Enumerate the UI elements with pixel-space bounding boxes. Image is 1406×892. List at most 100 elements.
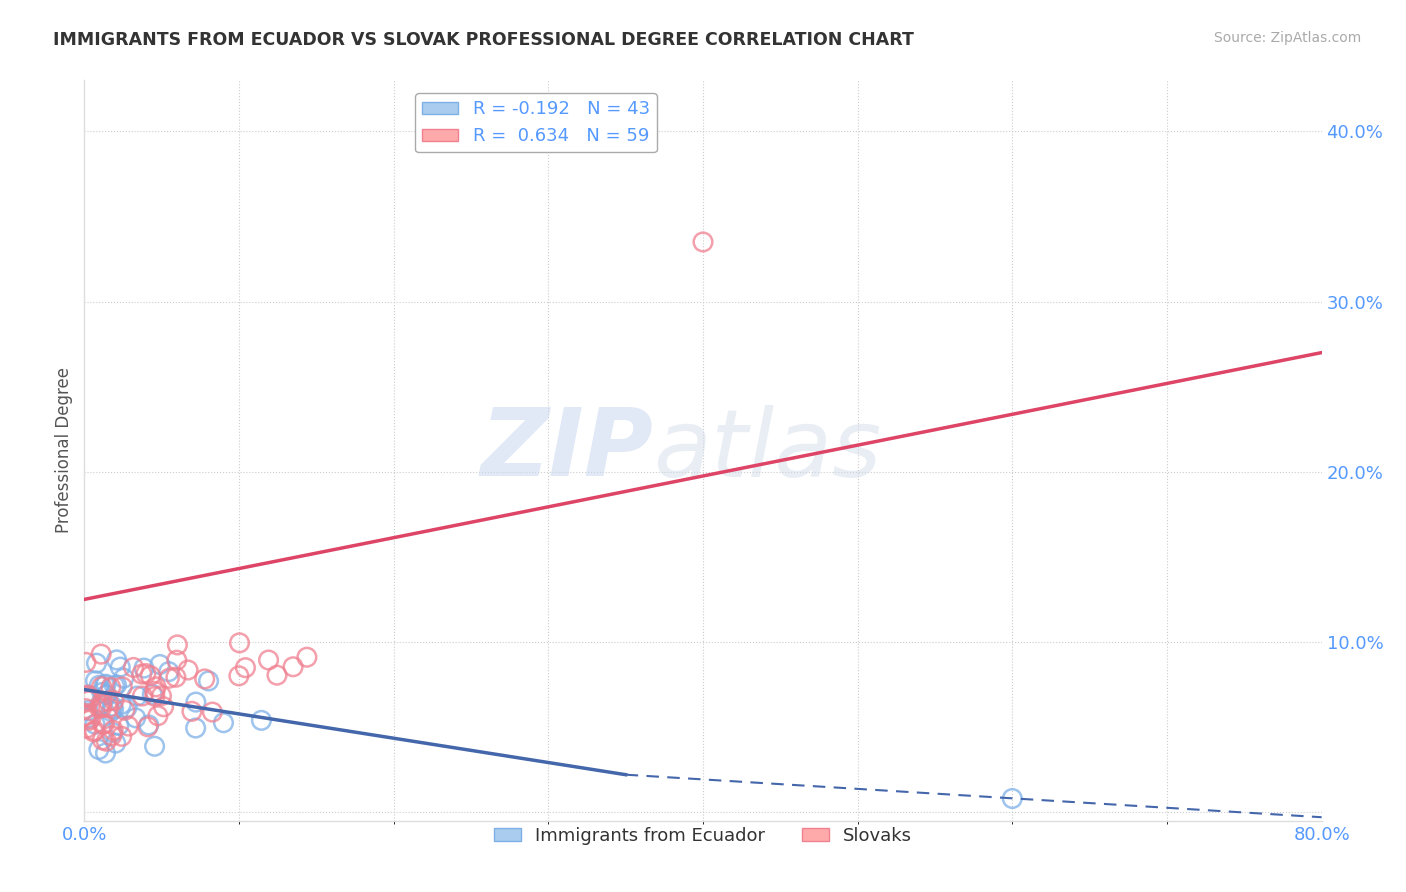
Point: [89, 678, 111, 692]
Point: [103, 679, 125, 693]
Point: [165, 670, 187, 684]
Point: [80, 690, 103, 705]
Point: [212, 715, 235, 730]
Point: [100, 681, 122, 695]
Point: [143, 690, 166, 704]
Point: [96, 688, 118, 702]
Point: [87, 742, 110, 756]
Point: [194, 672, 217, 686]
Point: [76, 690, 98, 704]
Point: [181, 704, 204, 718]
Text: atlas: atlas: [654, 405, 882, 496]
Point: [77, 694, 100, 708]
Point: [107, 718, 129, 732]
Point: [131, 667, 153, 681]
Point: [150, 689, 173, 703]
Point: [1001, 791, 1024, 805]
Point: [117, 719, 139, 733]
Point: [94, 746, 117, 760]
Point: [114, 703, 136, 717]
Point: [75, 721, 97, 735]
Point: [97, 694, 120, 708]
Point: [235, 661, 257, 675]
Point: [84, 673, 107, 688]
Point: [141, 687, 163, 701]
Point: [149, 657, 172, 672]
Point: [75, 709, 97, 723]
Point: [93, 678, 115, 692]
Point: [77, 704, 100, 718]
Point: [97, 701, 120, 715]
Point: [105, 678, 128, 692]
Point: [281, 660, 304, 674]
Point: [89, 701, 111, 715]
Point: [94, 677, 117, 691]
Point: [692, 235, 714, 249]
Point: [157, 671, 180, 685]
Point: [131, 689, 153, 703]
Point: [80, 712, 103, 726]
Point: [76, 711, 98, 725]
Point: [110, 698, 132, 712]
Point: [76, 688, 98, 702]
Point: [75, 656, 97, 670]
Point: [90, 647, 112, 661]
Point: [250, 714, 273, 728]
Point: [90, 695, 112, 709]
Point: [86, 656, 108, 670]
Point: [228, 636, 250, 650]
Point: [89, 698, 111, 712]
Point: [91, 732, 114, 747]
Point: [177, 663, 200, 677]
Text: Source: ZipAtlas.com: Source: ZipAtlas.com: [1213, 31, 1361, 45]
Text: IMMIGRANTS FROM ECUADOR VS SLOVAK PROFESSIONAL DEGREE CORRELATION CHART: IMMIGRANTS FROM ECUADOR VS SLOVAK PROFES…: [53, 31, 914, 49]
Point: [101, 725, 124, 739]
Point: [103, 693, 125, 707]
Point: [157, 665, 180, 679]
Y-axis label: Professional Degree: Professional Degree: [55, 368, 73, 533]
Point: [90, 700, 112, 714]
Point: [201, 705, 224, 719]
Point: [100, 705, 122, 719]
Point: [152, 699, 174, 714]
Point: [127, 689, 149, 703]
Point: [143, 739, 166, 754]
Point: [103, 702, 125, 716]
Point: [90, 680, 112, 694]
Point: [145, 680, 167, 694]
Point: [105, 653, 128, 667]
Point: [84, 717, 107, 731]
Point: [111, 729, 134, 743]
Point: [110, 660, 132, 674]
Point: [83, 724, 105, 739]
Point: [166, 638, 188, 652]
Point: [83, 723, 105, 738]
Point: [103, 723, 125, 738]
Point: [104, 736, 127, 750]
Point: [101, 699, 124, 714]
Point: [132, 661, 155, 675]
Point: [75, 691, 97, 706]
Point: [228, 669, 250, 683]
Point: [143, 684, 166, 698]
Point: [266, 668, 288, 682]
Point: [101, 729, 124, 743]
Point: [122, 660, 145, 674]
Text: ZIP: ZIP: [481, 404, 654, 497]
Point: [138, 718, 160, 732]
Point: [77, 688, 100, 702]
Point: [139, 669, 162, 683]
Point: [146, 708, 169, 723]
Point: [90, 685, 112, 699]
Point: [197, 673, 219, 688]
Point: [184, 695, 207, 709]
Point: [257, 653, 280, 667]
Point: [77, 690, 100, 705]
Point: [135, 666, 157, 681]
Point: [295, 650, 318, 665]
Point: [93, 717, 115, 731]
Point: [136, 720, 159, 734]
Legend: Immigrants from Ecuador, Slovaks: Immigrants from Ecuador, Slovaks: [486, 820, 920, 853]
Point: [77, 714, 100, 728]
Point: [115, 700, 138, 714]
